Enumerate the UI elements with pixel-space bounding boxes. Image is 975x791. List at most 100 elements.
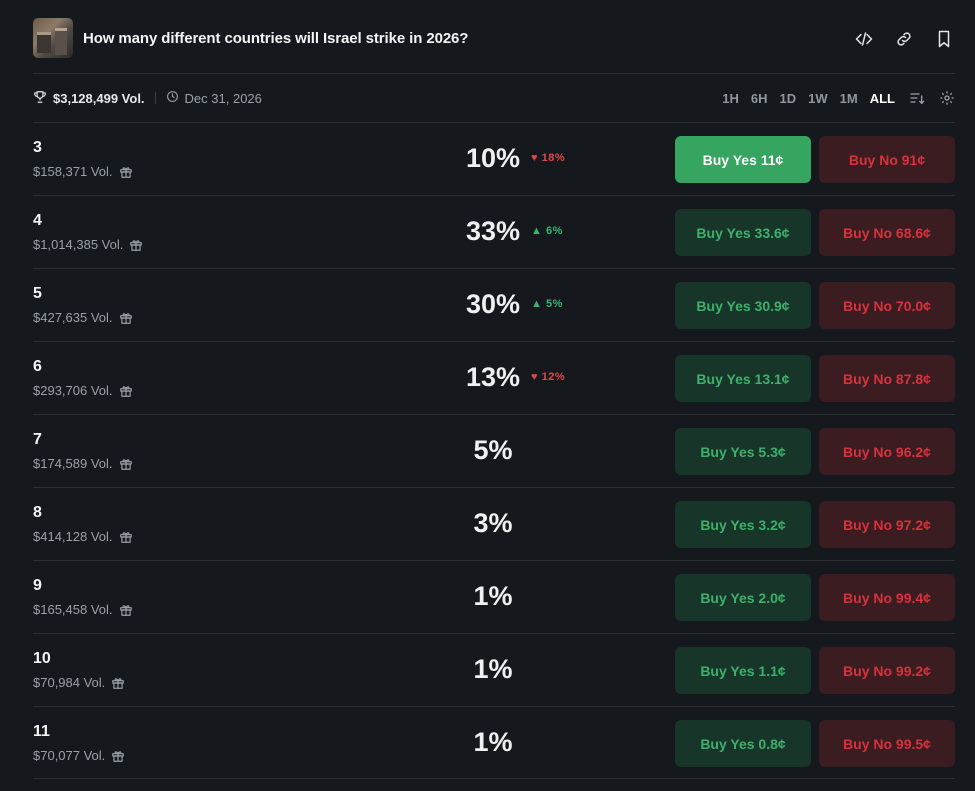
gift-icon[interactable] [119, 457, 133, 471]
buy-no-button[interactable]: Buy No 91¢ [819, 136, 955, 183]
outcome-volume: $70,984 Vol. [33, 675, 125, 690]
outcome-probability: 1% [473, 654, 513, 684]
outcome-volume: $414,128 Vol. [33, 529, 133, 544]
market-header: How many different countries will Israel… [33, 18, 955, 58]
outcome-probability: 13% [465, 362, 521, 392]
bookmark-icon[interactable] [933, 28, 955, 50]
outcome-row[interactable]: 8 $414,128 Vol. 3% Buy Yes 3.2¢ Buy No 9… [33, 487, 955, 560]
buy-no-button[interactable]: Buy No 99.4¢ [819, 574, 955, 621]
change-value: 12% [541, 371, 566, 383]
outcome-label: 7 [33, 431, 42, 448]
range-1d[interactable]: 1D [779, 90, 797, 106]
outcome-volume: $70,077 Vol. [33, 748, 125, 763]
buy-yes-button[interactable]: Buy Yes 0.8¢ [675, 720, 811, 767]
sort-icon[interactable] [909, 90, 925, 106]
divider [154, 92, 156, 104]
end-date: Dec 31, 2026 [166, 90, 262, 106]
outcome-volume: $158,371 Vol. [33, 164, 133, 179]
buy-yes-button[interactable]: Buy Yes 33.6¢ [675, 209, 811, 256]
outcome-probability: 3% [473, 508, 513, 538]
gift-icon[interactable] [119, 384, 133, 398]
triangle-up-icon: ▲ [531, 298, 543, 310]
outcome-label: 6 [33, 358, 42, 375]
outcome-volume-value: $158,371 Vol. [33, 164, 113, 179]
market-thumbnail [33, 18, 73, 58]
gift-icon[interactable] [119, 165, 133, 179]
buy-yes-button[interactable]: Buy Yes 2.0¢ [675, 574, 811, 621]
buy-yes-button[interactable]: Buy Yes 3.2¢ [675, 501, 811, 548]
outcome-volume-value: $174,589 Vol. [33, 456, 113, 471]
outcome-label: 11 [33, 723, 50, 740]
outcome-probability: 5% [473, 435, 513, 465]
outcome-row[interactable]: 7 $174,589 Vol. 5% Buy Yes 5.3¢ Buy No 9… [33, 414, 955, 487]
gift-icon[interactable] [111, 676, 125, 690]
heart-down-icon: ♥ [531, 371, 539, 383]
buy-yes-button[interactable]: Buy Yes 5.3¢ [675, 428, 811, 475]
market-title: How many different countries will Israel… [83, 29, 469, 47]
outcome-row[interactable]: 5 $427,635 Vol. 30% ▲ 5% Buy Yes 30.9¢ B… [33, 268, 955, 341]
outcome-volume-value: $414,128 Vol. [33, 529, 113, 544]
outcome-label: 3 [33, 139, 42, 156]
outcome-row[interactable]: 10 $70,984 Vol. 1% Buy Yes 1.1¢ Buy No 9… [33, 633, 955, 706]
buy-no-button[interactable]: Buy No 97.2¢ [819, 501, 955, 548]
gift-icon[interactable] [119, 603, 133, 617]
outcome-volume: $293,706 Vol. [33, 383, 133, 398]
buy-no-button[interactable]: Buy No 87.8¢ [819, 355, 955, 402]
outcome-probability: 1% [473, 581, 513, 611]
outcome-probability: 1% [473, 727, 513, 757]
gift-icon[interactable] [119, 530, 133, 544]
outcome-row[interactable]: 4 $1,014,385 Vol. 33% ▲ 6% Buy Yes 33.6¢… [33, 195, 955, 268]
range-1w[interactable]: 1W [808, 90, 828, 106]
change-indicator: ▲ 6% [531, 225, 563, 237]
buy-yes-button[interactable]: Buy Yes 1.1¢ [675, 647, 811, 694]
outcome-volume: $165,458 Vol. [33, 602, 133, 617]
end-date-value: Dec 31, 2026 [184, 90, 262, 106]
buy-yes-button[interactable]: Buy Yes 13.1¢ [675, 355, 811, 402]
link-icon[interactable] [893, 28, 915, 50]
buy-no-button[interactable]: Buy No 68.6¢ [819, 209, 955, 256]
outcome-label: 8 [33, 504, 42, 521]
buy-yes-button[interactable]: Buy Yes 11¢ [675, 136, 811, 183]
outcome-probability: 30% [465, 289, 521, 319]
change-value: 18% [541, 152, 566, 164]
outcome-row[interactable]: 9 $165,458 Vol. 1% Buy Yes 2.0¢ Buy No 9… [33, 560, 955, 633]
trophy-icon [33, 90, 47, 107]
outcome-volume-value: $70,984 Vol. [33, 675, 106, 690]
gift-icon[interactable] [119, 311, 133, 325]
header-actions [853, 28, 955, 50]
buy-no-button[interactable]: Buy No 96.2¢ [819, 428, 955, 475]
range-1h[interactable]: 1H [722, 90, 739, 106]
range-6h[interactable]: 6H [750, 90, 768, 106]
outcome-label: 10 [33, 650, 51, 667]
change-indicator: ♥ 18% [531, 152, 565, 164]
outcome-volume: $174,589 Vol. [33, 456, 133, 471]
outcome-label: 5 [33, 285, 42, 302]
buy-no-button[interactable]: Buy No 99.5¢ [819, 720, 955, 767]
outcome-list: 3 $158,371 Vol. 10% ♥ 18% Buy Yes 11¢ Bu… [33, 122, 955, 779]
total-volume-value: $3,128,499 Vol. [53, 90, 145, 106]
outcome-volume-value: $70,077 Vol. [33, 748, 106, 763]
clock-icon [166, 90, 179, 106]
outcome-volume-value: $1,014,385 Vol. [33, 237, 124, 252]
outcome-row[interactable]: 11 $70,077 Vol. 1% Buy Yes 0.8¢ Buy No 9… [33, 706, 955, 779]
outcome-row[interactable]: 6 $293,706 Vol. 13% ♥ 12% Buy Yes 13.1¢ … [33, 341, 955, 414]
outcome-volume-value: $293,706 Vol. [33, 383, 113, 398]
outcome-row[interactable]: 3 $158,371 Vol. 10% ♥ 18% Buy Yes 11¢ Bu… [33, 122, 955, 195]
total-volume: $3,128,499 Vol. [33, 90, 145, 107]
code-icon[interactable] [853, 28, 875, 50]
market-meta-bar: $3,128,499 Vol. Dec 31, 2026 1H 6H 1D 1W… [33, 73, 955, 122]
buy-no-button[interactable]: Buy No 70.0¢ [819, 282, 955, 329]
range-all[interactable]: ALL [869, 90, 895, 106]
change-value: 5% [545, 298, 563, 310]
buy-yes-button[interactable]: Buy Yes 30.9¢ [675, 282, 811, 329]
heart-down-icon: ♥ [531, 152, 539, 164]
gift-icon[interactable] [111, 749, 125, 763]
outcome-volume: $1,014,385 Vol. [33, 237, 143, 252]
settings-gear-icon[interactable] [939, 90, 955, 106]
gift-icon[interactable] [129, 238, 143, 252]
change-indicator: ▲ 5% [531, 298, 563, 310]
outcome-probability: 33% [465, 216, 521, 246]
range-1m[interactable]: 1M [839, 90, 858, 106]
triangle-up-icon: ▲ [531, 225, 543, 237]
buy-no-button[interactable]: Buy No 99.2¢ [819, 647, 955, 694]
